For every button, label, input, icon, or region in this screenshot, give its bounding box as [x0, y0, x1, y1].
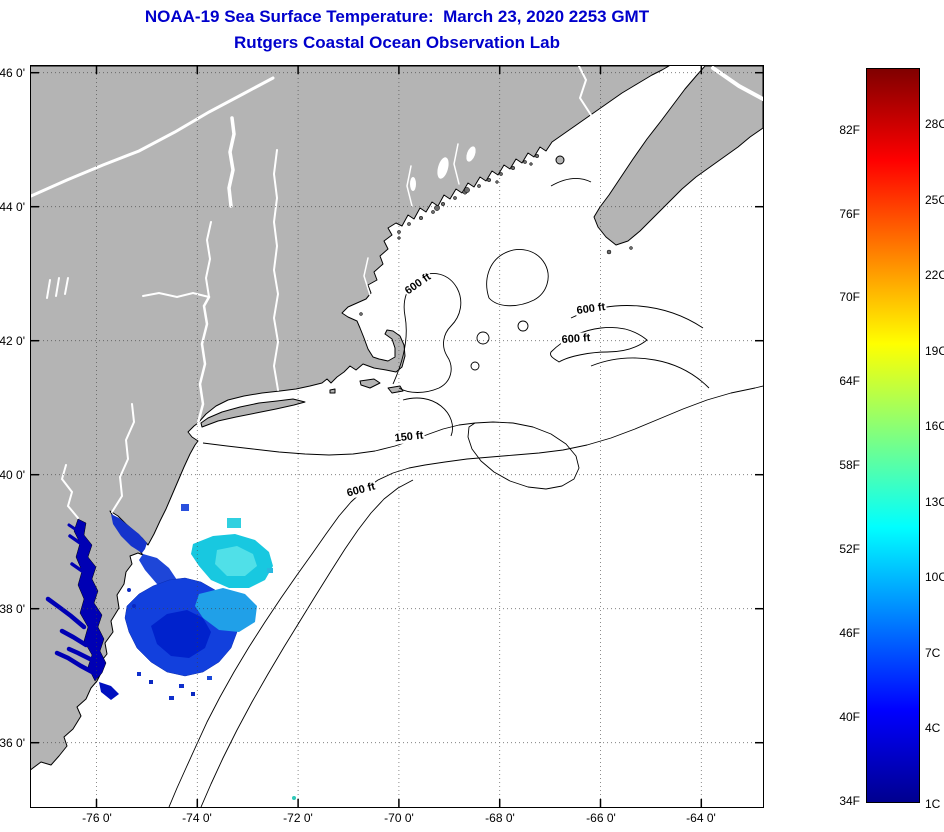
map-plot-area: 600 ft 600 ft 600 ft 150 ft 600 ft 46 0'…	[0, 65, 764, 825]
x-tick--70: -70 0'	[384, 811, 414, 825]
block-island	[329, 388, 336, 394]
chesapeake-mouth-plume-sst	[99, 682, 119, 700]
depth-contours	[168, 178, 763, 807]
cbar-c-28: 28C	[925, 117, 944, 131]
northumberland-strait	[711, 66, 763, 101]
cbar-c-25: 25C	[925, 193, 944, 207]
land-masses	[31, 66, 763, 771]
penobscot-river	[453, 143, 460, 185]
finger-lake-3	[64, 277, 69, 295]
outer-shelf-contour	[200, 479, 414, 807]
delaware-bay-sst	[111, 514, 147, 553]
delaware-river	[111, 403, 136, 513]
x-tick--68: -68 0'	[485, 811, 515, 825]
maine-lake-3	[410, 177, 416, 191]
cbar-c-16: 16C	[925, 419, 944, 433]
cbar-f-70: 70F	[839, 290, 860, 304]
mohawk-river	[142, 291, 210, 299]
grand-manan-island	[555, 155, 565, 165]
x-tick--74: -74 0'	[182, 811, 212, 825]
map-subtitle: Rutgers Coastal Ocean Observation Lab	[234, 33, 560, 52]
nantucket-island	[387, 385, 404, 394]
y-tick-46: 46 0'	[0, 66, 25, 80]
shelf-edge-600ft-contour	[168, 385, 763, 807]
cbar-c-10: 10C	[925, 570, 944, 584]
lake-champlain	[227, 116, 236, 208]
finger-lake-1	[46, 279, 51, 299]
hudson-river	[196, 295, 211, 425]
st-lawrence-river	[31, 76, 275, 198]
kennebec-river	[406, 165, 413, 207]
cbar-f-76: 76F	[839, 207, 860, 221]
cbar-f-40: 40F	[839, 710, 860, 724]
gulf-of-maine-basin-contour	[392, 273, 462, 393]
coastal-map-svg	[31, 66, 763, 807]
x-tick--76: -76 0'	[82, 811, 112, 825]
cbar-c-4: 4C	[925, 721, 941, 735]
georges-basin-contour	[550, 327, 648, 363]
merrimack-river	[363, 257, 371, 296]
nova-scotia-land	[593, 66, 763, 246]
temperature-colorbar	[866, 68, 920, 803]
fundy-mouth-contour	[550, 178, 592, 187]
y-tick-36: 36 0'	[0, 736, 25, 750]
marthas-vineyard-island	[359, 378, 381, 389]
maine-lake-1	[437, 157, 449, 179]
coastal-darkblue-core-sst	[151, 610, 211, 658]
chesapeake-bay-sst	[73, 518, 107, 682]
axis-tick-marks	[31, 66, 763, 807]
nantucket-shoals-contour	[402, 397, 453, 437]
cbar-c-22: 22C	[925, 268, 944, 282]
cbar-c-7: 7C	[925, 646, 941, 660]
cbar-f-52: 52F	[839, 542, 860, 556]
mid-cyan-blue-sst	[195, 588, 257, 632]
y-tick-38: 38 0'	[0, 602, 25, 616]
cbar-f-64: 64F	[839, 374, 860, 388]
y-tick-42: 42 0'	[0, 334, 25, 348]
maine-lake-2	[466, 146, 476, 162]
sst-speckles	[127, 504, 296, 800]
connecticut-river	[272, 149, 280, 391]
contour-label-600ft-georges-basin: 600 ft	[560, 331, 592, 347]
long-island-land	[200, 398, 306, 428]
x-tick--64: -64 0'	[686, 811, 716, 825]
upper-hudson-river	[204, 221, 212, 298]
y-tick-44: 44 0'	[0, 200, 25, 214]
scotian-shelf-contour	[590, 357, 710, 389]
coastal-islands	[359, 153, 633, 316]
cbar-f-58: 58F	[839, 458, 860, 472]
finger-lake-2	[55, 277, 60, 297]
150ft-contour	[202, 421, 580, 490]
jordan-basin-contour	[486, 249, 549, 307]
cbar-c-13: 13C	[925, 495, 944, 509]
cbar-c-19: 19C	[925, 344, 944, 358]
cbar-f-46: 46F	[839, 626, 860, 640]
map-title: NOAA-19 Sea Surface Temperature: March 2…	[144, 7, 650, 26]
sst-data-patches	[45, 504, 296, 800]
cbar-c-1: 1C	[925, 797, 941, 811]
rivers-lakes	[31, 66, 763, 519]
y-tick-40: 40 0'	[0, 468, 25, 482]
x-tick--72: -72 0'	[283, 811, 313, 825]
mainland-land	[31, 66, 670, 771]
cbar-f-34: 34F	[839, 794, 860, 808]
x-tick--66: -66 0'	[586, 811, 616, 825]
offshore-cyan-core-sst	[215, 546, 257, 576]
saint-john-river	[578, 66, 592, 116]
chesapeake-tributaries-sst	[45, 523, 97, 676]
cbar-f-82: 82F	[839, 123, 860, 137]
